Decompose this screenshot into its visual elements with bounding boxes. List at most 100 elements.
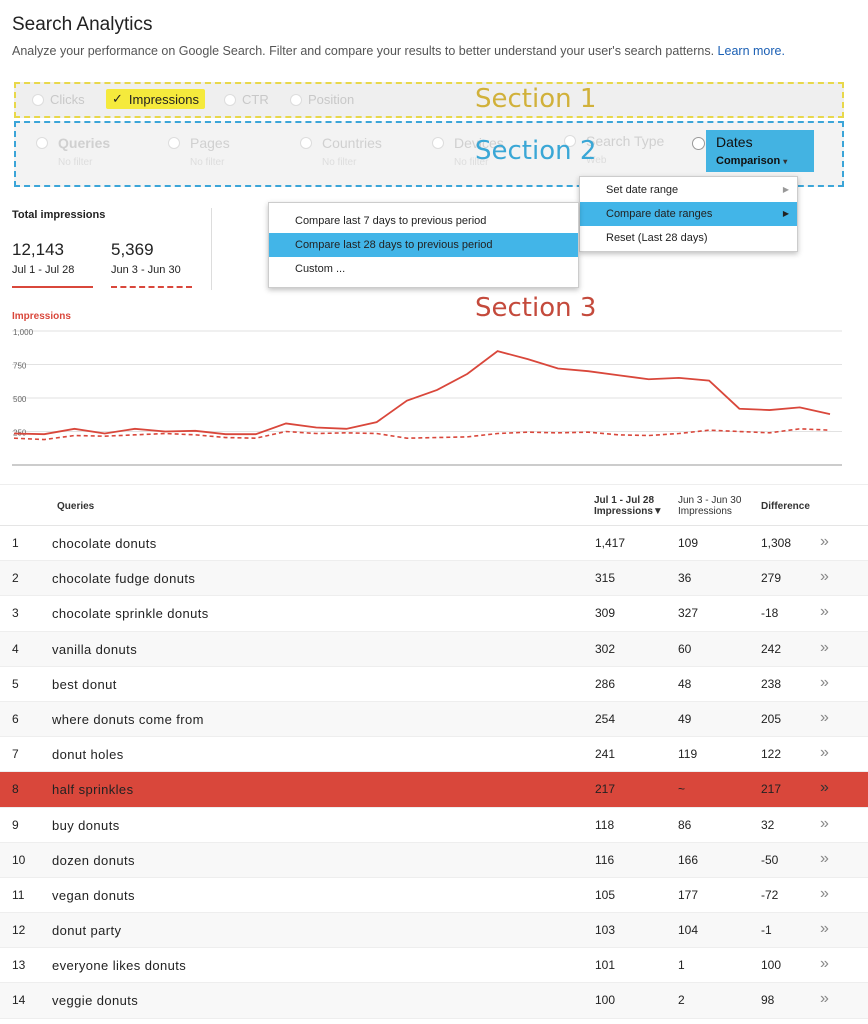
ctr-checkbox[interactable] (224, 93, 236, 106)
double-chevron-right-icon[interactable]: » (820, 814, 829, 832)
dimension-filter: No filter (322, 157, 357, 168)
table-row[interactable]: 2 chocolate fudge donuts 315 36 279 » (0, 561, 868, 597)
row-difference: -18 (761, 606, 779, 621)
double-chevron-right-icon[interactable]: » (820, 884, 829, 902)
metric-impressions[interactable]: ✓ Impressions (106, 89, 205, 109)
table-row[interactable]: 3 chocolate sprinkle donuts 309 327 -18 » (0, 596, 868, 632)
dates-dropdown[interactable]: Dates Comparison ▾ (706, 130, 814, 172)
table-row[interactable]: 11 vegan donuts 105 177 -72 » (0, 878, 868, 914)
double-chevron-right-icon[interactable]: » (820, 744, 829, 762)
table-row[interactable]: 10 dozen donuts 116 166 -50 » (0, 842, 868, 878)
dimension-pages[interactable]: Pages No filter (168, 135, 230, 168)
header-previous-impressions[interactable]: Jun 3 - Jun 30 Impressions (678, 495, 742, 517)
menu-item-compare-28-days[interactable]: Compare last 28 days to previous period (269, 233, 578, 257)
row-query: best donut (52, 676, 117, 692)
row-previous-value: 86 (678, 817, 692, 832)
chevron-down-icon: ▾ (783, 157, 788, 166)
row-rank: 7 (12, 747, 19, 762)
double-chevron-right-icon[interactable]: » (820, 955, 829, 973)
section-2-label: Section 2 (475, 136, 597, 166)
row-difference: -1 (761, 923, 772, 938)
row-difference: 100 (761, 958, 782, 973)
table-row[interactable]: 1 chocolate donuts 1,417 109 1,308 » (0, 526, 868, 562)
header-difference[interactable]: Difference (761, 501, 810, 512)
metric-position[interactable]: Position (290, 92, 354, 107)
table-row[interactable]: 12 donut party 103 104 -1 » (0, 913, 868, 949)
table-row[interactable]: 13 everyone likes donuts 101 1 100 » (0, 948, 868, 984)
row-rank: 3 (12, 606, 19, 621)
position-checkbox[interactable] (290, 93, 302, 106)
double-chevron-right-icon[interactable]: » (820, 779, 829, 797)
double-chevron-right-icon[interactable]: » (820, 920, 829, 938)
pages-radio[interactable] (168, 137, 180, 149)
metric-ctr[interactable]: CTR (224, 92, 269, 107)
dimension-devices[interactable]: Devices No filter (432, 135, 504, 168)
description-text: Analyze your performance on Google Searc… (12, 44, 715, 58)
search-type-radio[interactable] (564, 135, 576, 147)
table-row[interactable]: 5 best donut 286 48 238 » (0, 667, 868, 702)
row-rank: 10 (12, 852, 26, 867)
menu-item-set-date-range[interactable]: Set date range ▶ (580, 178, 797, 202)
dates-radio[interactable] (692, 137, 705, 150)
row-previous-value: 2 (678, 993, 685, 1008)
dimension-label: Devices (454, 135, 504, 151)
row-difference: 122 (761, 747, 782, 762)
double-chevron-right-icon[interactable]: » (820, 533, 829, 550)
dimensions-bar: Queries No filter Pages No filter Countr… (14, 121, 844, 187)
menu-item-label: Set date range (606, 184, 679, 196)
row-current-value: 118 (595, 817, 615, 832)
dimension-queries[interactable]: Queries No filter (36, 135, 111, 168)
dimension-countries[interactable]: Countries No filter (300, 135, 382, 168)
row-current-value: 217 (595, 782, 616, 797)
divider (211, 208, 212, 290)
row-current-value: 241 (595, 747, 616, 762)
dates-mode: Comparison ▾ (716, 155, 788, 167)
menu-item-custom[interactable]: Custom ... (295, 263, 346, 275)
menu-item-compare-date-ranges[interactable]: Compare date ranges ▶ (580, 202, 797, 226)
metrics-bar: Clicks ✓ Impressions CTR Position (14, 82, 844, 118)
row-rank: 5 (12, 676, 19, 691)
row-current-value: 302 (595, 641, 616, 656)
table-row[interactable]: 7 donut holes 241 119 122 » (0, 737, 868, 773)
menu-item-reset[interactable]: Reset (Last 28 days) (580, 226, 797, 250)
metric-clicks[interactable]: Clicks (32, 92, 85, 107)
y-tick-label: 1,000 (13, 328, 34, 337)
table-row[interactable]: 9 buy donuts 118 86 32 » (0, 808, 868, 843)
row-difference: -72 (761, 887, 779, 902)
queries-radio[interactable] (36, 137, 48, 149)
row-previous-value: 327 (678, 606, 699, 621)
menu-item-compare-7-days[interactable]: Compare last 7 days to previous period (295, 215, 487, 227)
double-chevron-right-icon[interactable]: » (820, 708, 829, 726)
countries-radio[interactable] (300, 137, 312, 149)
row-query: veggie donuts (52, 993, 139, 1009)
header-queries[interactable]: Queries (57, 501, 95, 512)
table-row[interactable]: 6 where donuts come from 254 49 205 » (0, 701, 868, 738)
double-chevron-right-icon[interactable]: » (820, 990, 829, 1008)
table-row[interactable]: 14 veggie donuts 100 2 98 » (0, 983, 868, 1019)
dimension-filter: No filter (58, 157, 93, 168)
row-current-value: 286 (595, 676, 616, 691)
total-current-value: 12,143 (12, 240, 64, 259)
caret-right-icon: ▶ (782, 185, 789, 194)
dimension-search-type[interactable]: Search Type Web (564, 133, 664, 166)
learn-more-link[interactable]: Learn more. (717, 44, 785, 58)
double-chevron-right-icon[interactable]: » (820, 638, 829, 656)
double-chevron-right-icon[interactable]: » (820, 849, 829, 867)
queries-table: Queries Jul 1 - Jul 28 Impressions▼ Jun … (0, 484, 868, 1019)
table-row[interactable]: 4 vanilla donuts 302 60 242 » (0, 631, 868, 667)
double-chevron-right-icon[interactable]: » (820, 603, 829, 621)
previous-series-legend (111, 286, 192, 288)
table-row[interactable]: 8 half sprinkles 217 ~217 » (0, 772, 868, 808)
row-rank: 2 (12, 571, 19, 586)
devices-radio[interactable] (432, 137, 444, 149)
row-current-value: 105 (595, 887, 616, 902)
metric-label: Position (308, 92, 355, 107)
double-chevron-right-icon[interactable]: » (820, 568, 829, 586)
clicks-checkbox[interactable] (32, 93, 44, 106)
header-current-impressions[interactable]: Jul 1 - Jul 28 Impressions▼ (594, 495, 663, 517)
dimension-label: Queries (58, 135, 111, 151)
double-chevron-right-icon[interactable]: » (820, 673, 829, 691)
row-rank: 11 (12, 887, 25, 902)
row-difference: -50 (761, 852, 779, 867)
